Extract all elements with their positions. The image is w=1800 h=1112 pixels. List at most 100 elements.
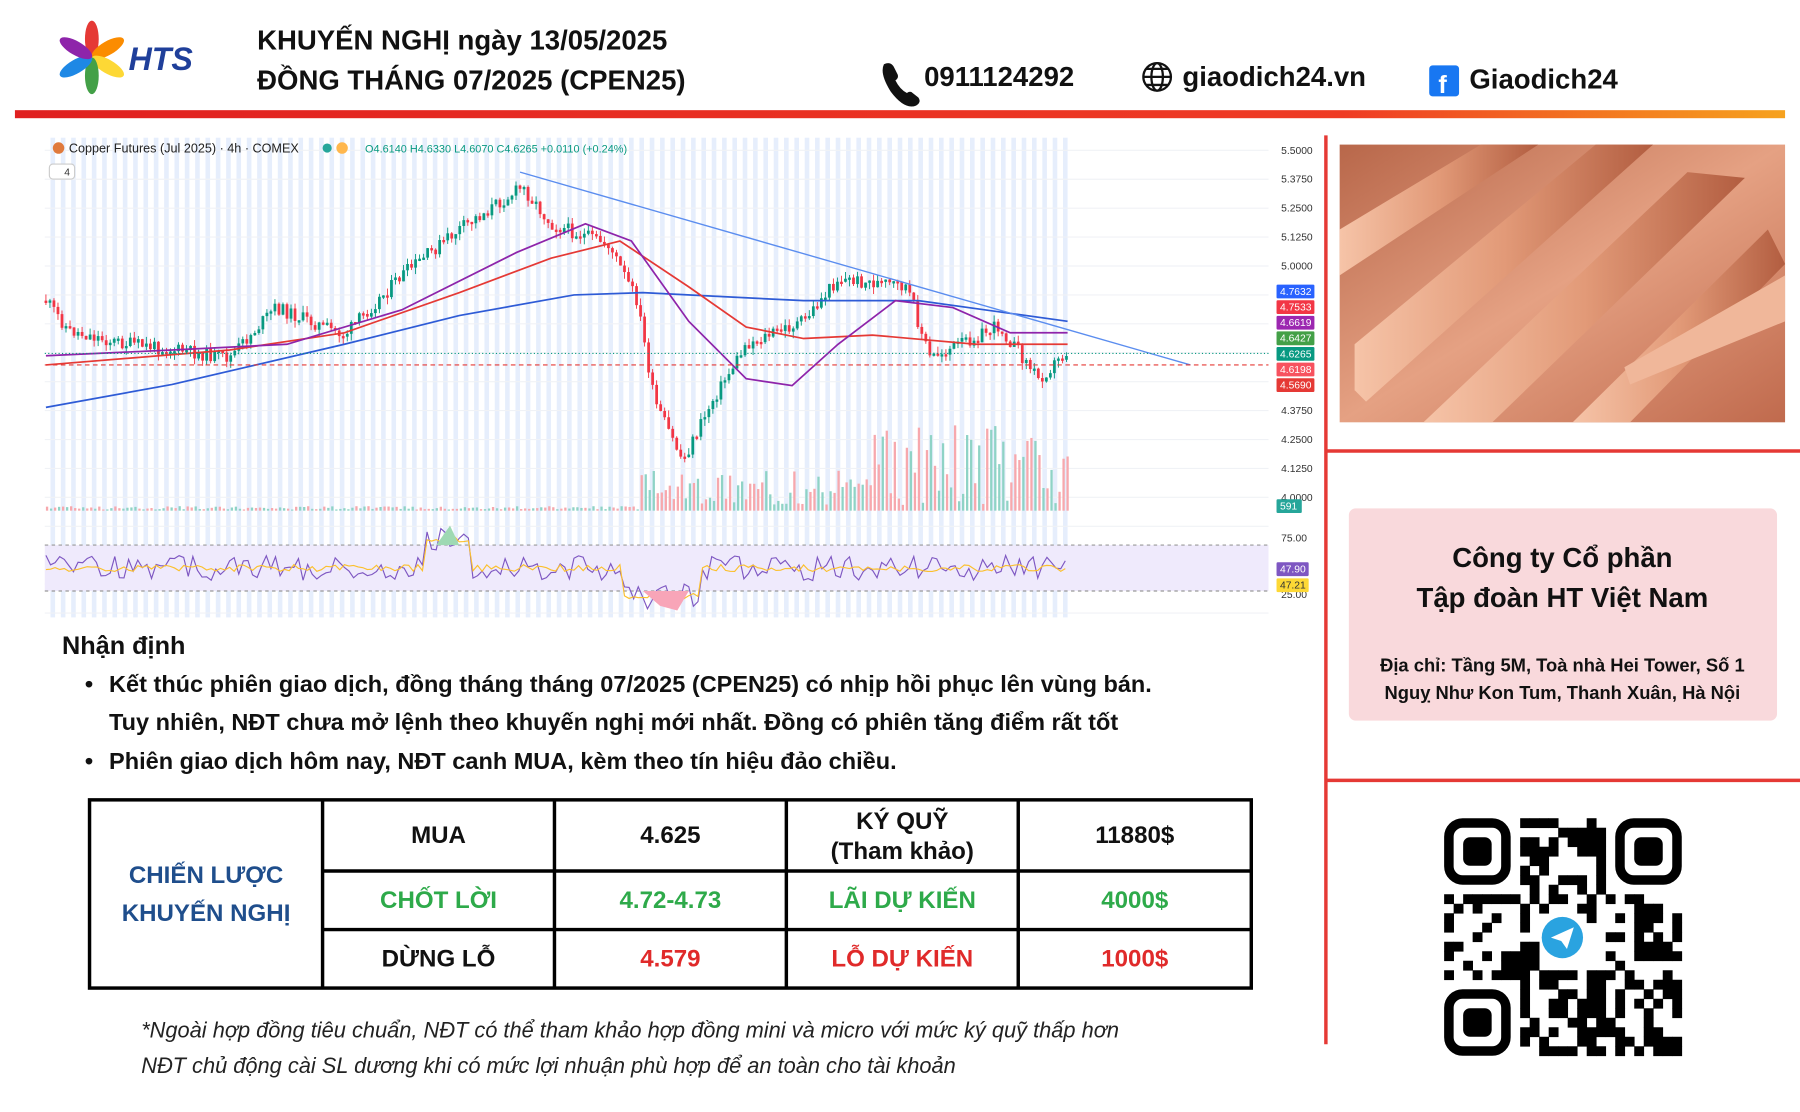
session-stripe [629, 137, 634, 618]
volume-bar [419, 507, 422, 511]
candle-body [80, 331, 84, 336]
session-stripe [505, 137, 510, 618]
qr-module [1482, 922, 1493, 933]
session-stripe [970, 137, 975, 618]
qr-module [1558, 1008, 1569, 1019]
volume-bar [696, 478, 700, 511]
session-stripe [215, 137, 221, 618]
volume-bar [387, 506, 390, 511]
session-stripe [122, 137, 128, 618]
qr-module [1643, 903, 1654, 914]
volume-bar [194, 506, 197, 511]
volume-bar [218, 506, 221, 511]
qr-module [1653, 903, 1664, 914]
candle-body [305, 312, 309, 317]
volume-bar [335, 509, 338, 511]
qr-module [1577, 1036, 1588, 1047]
qr-module [1662, 989, 1673, 1000]
candle-body [454, 234, 458, 239]
volume-bar [857, 483, 860, 511]
candle-body [249, 335, 253, 344]
volume-bar [415, 509, 418, 511]
qr-module [1529, 941, 1540, 952]
session-stripe [928, 137, 934, 618]
candle-body [474, 216, 478, 224]
candle-body [795, 321, 799, 329]
candle-body [185, 350, 188, 353]
candle-body [390, 280, 393, 298]
qr-module [1539, 856, 1550, 867]
session-stripe [536, 137, 541, 618]
volume-bar [102, 509, 105, 511]
volume-bar [230, 507, 234, 511]
candle-body [325, 322, 329, 326]
candle-body [904, 284, 908, 291]
qr-module [1529, 856, 1540, 867]
candle-body [558, 229, 562, 233]
session-stripe [112, 137, 118, 618]
volume-bar [475, 507, 479, 511]
volume-bar [873, 434, 876, 511]
candle-body [627, 272, 630, 282]
volume-bar [974, 483, 977, 511]
volume-bar [375, 507, 378, 511]
rsi-badge [1276, 562, 1309, 577]
session-stripe [391, 137, 397, 618]
volume-bar [889, 493, 892, 511]
volume-bar [745, 499, 748, 511]
symbol-icon [52, 142, 65, 154]
candle-body [470, 221, 474, 225]
volume-bar [825, 504, 828, 511]
session-stripe [1021, 137, 1027, 618]
volume-bar [608, 506, 611, 511]
volume-bar [909, 451, 913, 511]
candle-body [257, 329, 261, 333]
session-stripe [1001, 137, 1006, 618]
session-stripe [691, 137, 696, 618]
volume-bar [620, 506, 623, 511]
volume-bar [439, 506, 442, 511]
session-stripe [722, 137, 727, 618]
candle-body [836, 281, 839, 291]
price-badge [1276, 347, 1315, 361]
volume-bar [114, 506, 117, 511]
qr-module [1520, 913, 1531, 924]
candle-body [157, 341, 160, 355]
candle-body [791, 328, 795, 332]
volume-bar [198, 509, 201, 511]
volume-bar [849, 479, 852, 511]
qr-module [1586, 1036, 1597, 1047]
session-stripe [288, 137, 293, 618]
qr-module [1577, 884, 1588, 895]
rsi-badge-label: 47.21 [1280, 581, 1306, 592]
volume-bar [339, 508, 342, 511]
candle-body [301, 312, 305, 321]
session-stripe [763, 137, 768, 618]
volume-bar [1046, 488, 1049, 511]
qr-module [1520, 846, 1531, 857]
candle-body [273, 303, 277, 312]
candle-body [458, 225, 462, 235]
session-stripe [577, 137, 583, 618]
qr-module [1548, 818, 1559, 829]
candle-body [968, 337, 972, 346]
company-name: Tập đoàn HT Việt Nam [1417, 582, 1709, 613]
candle-body [526, 186, 530, 201]
logo [59, 20, 125, 95]
session-stripe [246, 137, 252, 618]
qr-code [1444, 818, 1683, 1057]
qr-module [1444, 913, 1454, 924]
qr-module [1567, 989, 1578, 1000]
qr-module [1444, 970, 1454, 981]
volume-bar [741, 481, 744, 511]
rsi-signal [45, 536, 1066, 600]
session-stripe [205, 137, 211, 618]
qr-module [1596, 827, 1607, 838]
qr-module [1520, 837, 1531, 848]
volume-bar [507, 507, 511, 511]
volume-bar [407, 508, 410, 511]
qr-module [1548, 998, 1559, 1009]
qr-module [1520, 903, 1531, 914]
volume-bar [511, 508, 515, 511]
qr-module [1539, 846, 1550, 857]
